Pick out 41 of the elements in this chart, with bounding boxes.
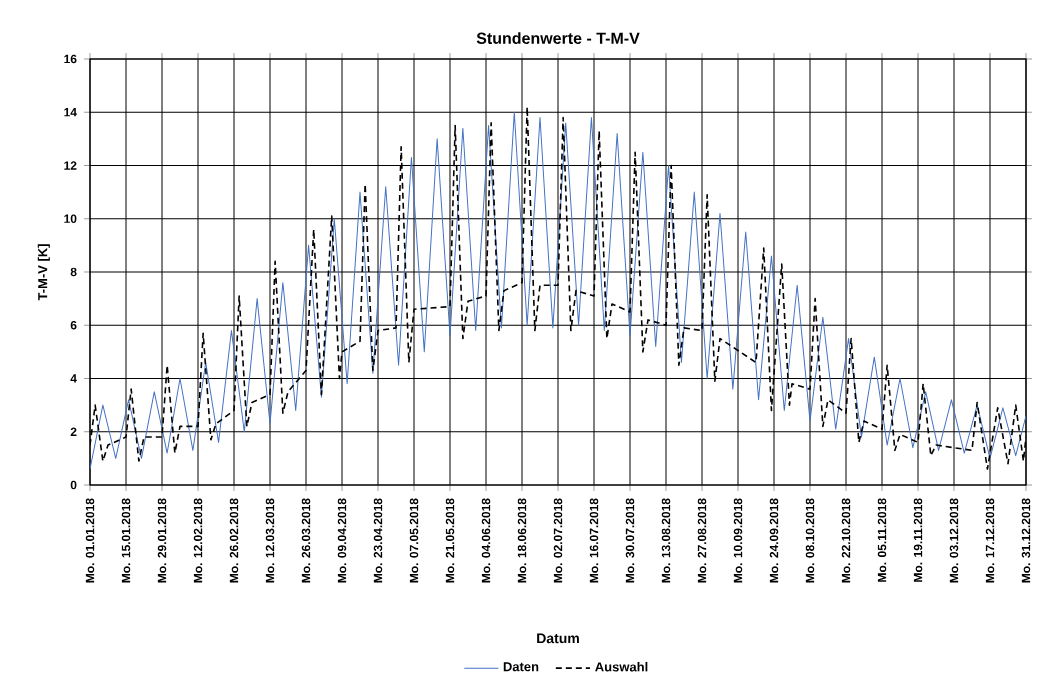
y-tick-label: 0 xyxy=(70,480,77,490)
y-tick-label: 8 xyxy=(70,267,77,277)
x-tick-label: Mo. 30.07.2018 xyxy=(625,498,635,583)
x-tick-label: Mo. 31.12.2018 xyxy=(1021,498,1031,583)
x-tick-label: Mo. 27.08.2018 xyxy=(697,498,707,583)
y-tick-label: 14 xyxy=(64,108,77,117)
x-tick-label: Mo. 17.12.2018 xyxy=(985,498,995,583)
x-tick-label: Mo. 09.04.2018 xyxy=(337,498,347,583)
x-tick-label: Mo. 12.03.2018 xyxy=(265,498,275,583)
y-tick-label: 6 xyxy=(70,320,77,330)
x-tick-label: Mo. 26.02.2018 xyxy=(229,498,239,583)
x-tick-label: Mo. 21.05.2018 xyxy=(445,498,455,583)
x-tick-label: Mo. 29.01.2018 xyxy=(157,498,167,583)
x-tick-label: Mo. 26.03.2018 xyxy=(301,498,311,583)
x-tick-label: Mo. 24.09.2018 xyxy=(769,498,779,583)
y-tick-label: 12 xyxy=(64,161,77,170)
legend-label: Auswahl xyxy=(595,661,648,672)
x-tick-label: Mo. 05.11.2018 xyxy=(877,498,887,582)
x-tick-label: Mo. 18.06.2018 xyxy=(517,498,527,583)
y-tick-label: 2 xyxy=(70,427,77,436)
x-axis-title: Datum xyxy=(537,633,579,644)
y-tick-label: 16 xyxy=(64,54,77,64)
x-tick-label: Mo. 10.09.2018 xyxy=(733,498,743,583)
legend-label: Daten xyxy=(503,662,539,672)
x-tick-label: Mo. 23.04.2018 xyxy=(373,498,383,583)
chart-title: Stundenwerte - T-M-V xyxy=(476,32,640,44)
y-tick-label: 4 xyxy=(70,374,77,383)
x-tick-label: Mo. 03.12.2018 xyxy=(949,498,959,583)
x-tick-label: Mo. 13.08.2018 xyxy=(661,498,671,583)
y-tick-label: 10 xyxy=(64,214,77,223)
x-tick-label: Mo. 16.07.2018 xyxy=(589,498,599,583)
x-tick-label: Mo. 01.01.2018 xyxy=(85,498,95,583)
x-tick-label: Mo. 15.01.2018 xyxy=(121,498,131,583)
x-tick-label: Mo. 22.10.2018 xyxy=(841,498,851,583)
x-tick-label: Mo. 07.05.2018 xyxy=(409,498,419,583)
x-tick-label: Mo. 04.06.2018 xyxy=(481,498,491,583)
x-tick-label: Mo. 02.07.2018 xyxy=(553,498,563,583)
x-tick-label: Mo. 19.11.2018 xyxy=(913,498,923,582)
x-tick-label: Mo. 08.10.2018 xyxy=(805,498,815,583)
y-axis-title: T-M-V [K] xyxy=(37,244,50,301)
x-tick-label: Mo. 12.02.2018 xyxy=(193,498,203,583)
